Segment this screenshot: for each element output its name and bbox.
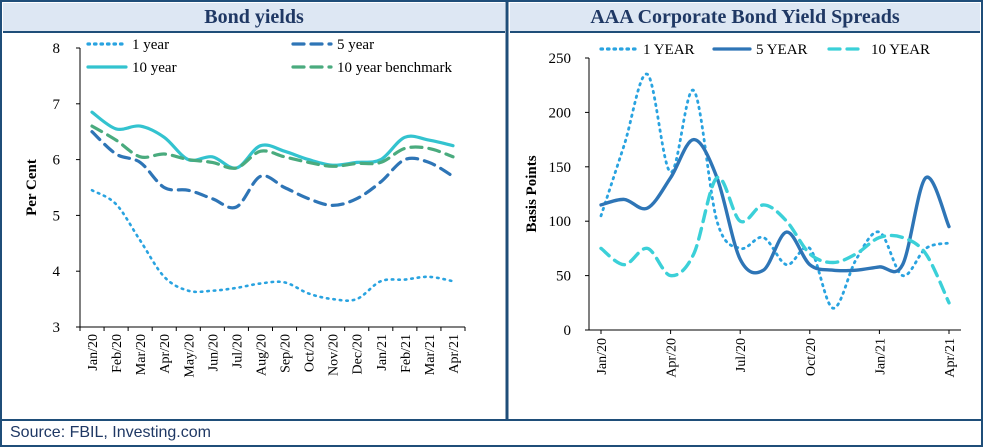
y-tick-label: 3 — [53, 320, 61, 336]
x-tick-label: Mar/21 — [423, 334, 438, 375]
x-tick-label: Apr/21 — [943, 338, 958, 378]
series-line-10-year-benchmark — [90, 124, 455, 170]
y-tick-label: 4 — [53, 264, 61, 280]
x-tick-label: Jan/20 — [86, 334, 101, 371]
x-tick-label: Jun/20 — [206, 334, 221, 371]
series-line-10-year — [90, 110, 455, 170]
x-tick-label: Oct/20 — [303, 334, 318, 372]
x-tick-label: Feb/20 — [110, 334, 125, 373]
series-line-5-year — [90, 130, 455, 210]
x-tick-label: Apr/20 — [158, 334, 173, 374]
series-line-10-year — [599, 175, 951, 305]
y-tick-label: 6 — [53, 153, 61, 169]
source-note: Source: FBIL, Investing.com — [10, 424, 211, 441]
y-tick-label: 8 — [53, 41, 61, 57]
x-tick-label: Jan/20 — [595, 338, 610, 375]
legend-label-10-year: 10 year — [132, 60, 177, 76]
x-tick-label: Sep/20 — [279, 334, 294, 373]
y-tick-label: 150 — [549, 160, 572, 176]
x-tick-label: Mar/20 — [134, 334, 149, 375]
y-tick-label: 5 — [53, 208, 61, 224]
series-line-1-year — [90, 189, 455, 302]
x-tick-label: Dec/20 — [351, 334, 366, 374]
x-tick-label: Nov/20 — [327, 334, 342, 376]
x-tick-label: Jul/20 — [734, 338, 749, 372]
x-tick-label: Jan/21 — [375, 334, 390, 371]
y-axis-title: Per Cent — [24, 159, 40, 216]
legend-label-1-year: 1 year — [132, 37, 169, 53]
y-tick-label: 250 — [549, 51, 572, 67]
x-tick-label: Feb/21 — [399, 334, 414, 373]
x-tick-label: Jul/20 — [230, 334, 245, 368]
legend-label-5-year: 5 YEAR — [756, 42, 808, 58]
spreads-chart: 0 50 100 150 200 250 Jan/20 Apr/20 Jul/20 Oct/20 J… — [524, 42, 961, 378]
x-tick-label: Oct/20 — [804, 338, 819, 376]
y-tick-label: 50 — [556, 269, 571, 285]
x-tick-label: Apr/21 — [447, 334, 462, 374]
x-tick-label: May/20 — [182, 334, 197, 378]
x-tick-label: Jan/21 — [873, 338, 888, 375]
y-tick-label: 7 — [53, 97, 61, 113]
y-tick-label: 100 — [549, 214, 572, 230]
legend-label-10-year-benchmark: 10 year benchmark — [337, 60, 452, 76]
x-tick-label: Aug/20 — [254, 334, 269, 376]
series-line-5-year — [599, 137, 951, 275]
y-tick-label: 0 — [564, 323, 572, 339]
y-tick-label: 200 — [549, 105, 572, 121]
y-axis-title: Basis Points — [524, 155, 540, 232]
left-chart-title: Bond yields — [3, 3, 505, 33]
legend-label-1-year: 1 YEAR — [643, 42, 695, 58]
legend-label-5-year: 5 year — [337, 37, 374, 53]
right-chart-title: AAA Corporate Bond Yield Spreads — [510, 3, 980, 33]
x-tick-label: Apr/20 — [665, 338, 680, 378]
bond-yields-chart: 3 4 5 6 7 8 Jan/20 Feb/20 Mar/20 Apr/20 May/20 Jun/… — [24, 37, 466, 378]
series-line-1-year — [599, 72, 951, 310]
legend-label-10-year: 10 YEAR — [871, 42, 930, 58]
